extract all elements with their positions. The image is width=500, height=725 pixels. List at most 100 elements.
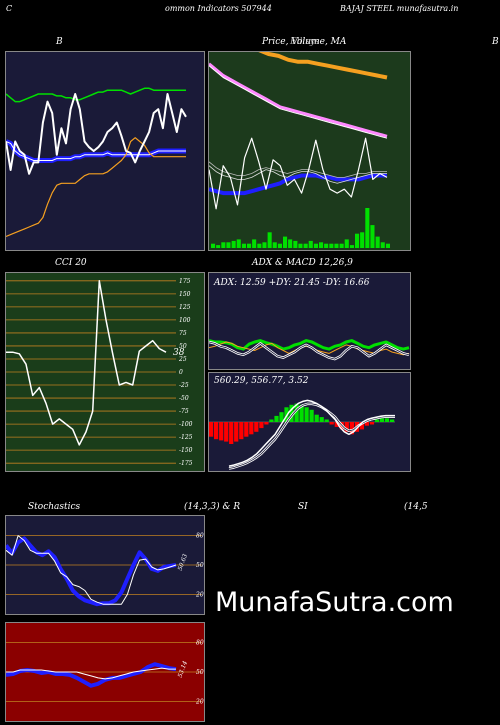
macd-readout: 560.29, 556.77, 3.52 [214,376,309,386]
macd-histogram-bar [279,412,284,422]
volume-bar [277,243,282,248]
rsi-params: (14,5 [404,502,428,512]
macd-histogram-bar [229,422,234,444]
macd-histogram-bar [244,422,249,437]
bb-mid-band-line [6,141,186,161]
macd-histogram-bar [334,422,339,427]
macd-histogram-bar [234,422,239,442]
volume-bar [339,243,344,248]
bb-price-line [6,93,187,175]
volume-bar [283,236,288,248]
bb-lower-band-line [6,137,186,238]
rsi-tick-label: 80 [196,640,204,647]
adx-panel: ADX: 12.59 +DY: 21.45 -DY: 16.66 [208,272,411,370]
bollinger-title: B [56,37,63,47]
volume-bar [308,240,313,248]
macd-histogram-bar [314,414,319,422]
price-ma-pink-line [209,62,388,138]
volume-bar [216,245,221,248]
adx-plus-di-line [209,339,410,351]
cci-tick-label: -25 [179,382,189,389]
macd-histogram-bar [319,417,324,422]
volume-bar [211,243,216,248]
volume-bar [298,243,303,248]
rsi-tick-label: 50 [196,669,204,676]
rsi-tick-label: 20 [195,698,204,705]
volume-bar [272,242,277,248]
cci-tick-label: 50 [179,343,187,350]
cci-tick-label: 75 [179,330,187,337]
volume-bar [319,242,324,248]
volume-bar [252,239,257,248]
macd-histogram-bar [219,422,224,441]
stochastics-params: (14,3,3) & R [184,502,241,512]
adx-chart [209,339,410,361]
cci-tick-label: -100 [179,421,193,428]
price-ma-white-line [209,65,388,139]
stochastics-chart: 80 50 20 50.63 [6,533,204,607]
volume-bar [329,243,334,248]
macd-histogram-bar [374,419,380,422]
rsi-chart: 80 50 20 53.14 [6,640,204,705]
stoch-tick-label: 50 [196,562,204,569]
stoch-d-line [6,535,177,605]
rsi-line [6,662,177,688]
volume-bar [262,242,267,248]
cci-tick-label: -75 [179,408,189,415]
price-volume-panel [208,51,411,251]
cci-tick-label: -125 [179,434,193,441]
macd-histogram-bar [249,422,254,435]
price-ma-orange-line [258,52,388,80]
volume-bar [349,245,354,248]
volume-bar [231,240,236,248]
cci-title: CCI 20 [55,258,87,268]
header-left: C [6,4,13,13]
price-line [209,137,388,210]
volume-bar [324,243,329,248]
cci-tick-label: 100 [179,317,191,324]
header-site: BAJAJ STEEL munafasutra.in [340,4,459,13]
macd-histogram-bar [349,422,354,435]
adx-macd-title: ADX & MACD 12,26,9 [252,258,353,268]
macd-histogram-bar [309,409,314,423]
macd-histogram-bar [379,418,385,422]
cci-tick-label: -175 [179,460,193,467]
volume-bar [344,239,349,248]
rsi-last-value-label: 53.14 [177,660,190,679]
price-overlap-label: Ellisys [290,37,320,47]
volume-bar [221,242,226,248]
stochastics-panel: 80 50 20 50.63 [5,515,205,615]
volume-bar [334,243,339,248]
cci-panel: 175 150 125 100 75 50 25 0 -25 -50 -75 -100 -125 -150… [5,272,205,472]
macd-histogram-bar [254,422,259,432]
volume-bar [236,239,241,248]
volume-bar [288,239,293,248]
volume-bar [303,243,308,248]
volume-bar [370,225,375,248]
macd-histogram-bar [329,422,334,425]
adx-readout: ADX: 12.59 +DY: 21.45 -DY: 16.66 [214,278,370,288]
volume-bar [293,240,298,248]
macd-histogram-bar [344,422,349,432]
volume-bar [226,242,231,248]
cci-tick-label: -50 [179,395,189,402]
rsi-signal-line [6,667,176,680]
macd-histogram-bar [269,419,274,422]
volume-bar [380,242,385,248]
macd-histogram-bar [390,419,395,422]
macd-histogram-bar [259,422,264,429]
stochastics-title: Stochastics [28,502,81,512]
watermark: MunafaSutra.com [215,587,454,618]
rsi-panel: 80 50 20 53.14 [5,622,205,722]
cci-last-value-label: 38 [173,348,185,358]
volume-bar [355,233,360,248]
stoch-tick-label: 20 [195,591,204,598]
macd-histogram-bar [209,422,214,437]
volume-bar [267,232,272,248]
volume-bar [241,243,246,248]
volume-bar [257,243,262,248]
macd-chart [209,399,395,470]
stoch-tick-label: 80 [196,533,204,540]
cci-line [6,280,167,446]
bollinger-chart [6,87,187,238]
